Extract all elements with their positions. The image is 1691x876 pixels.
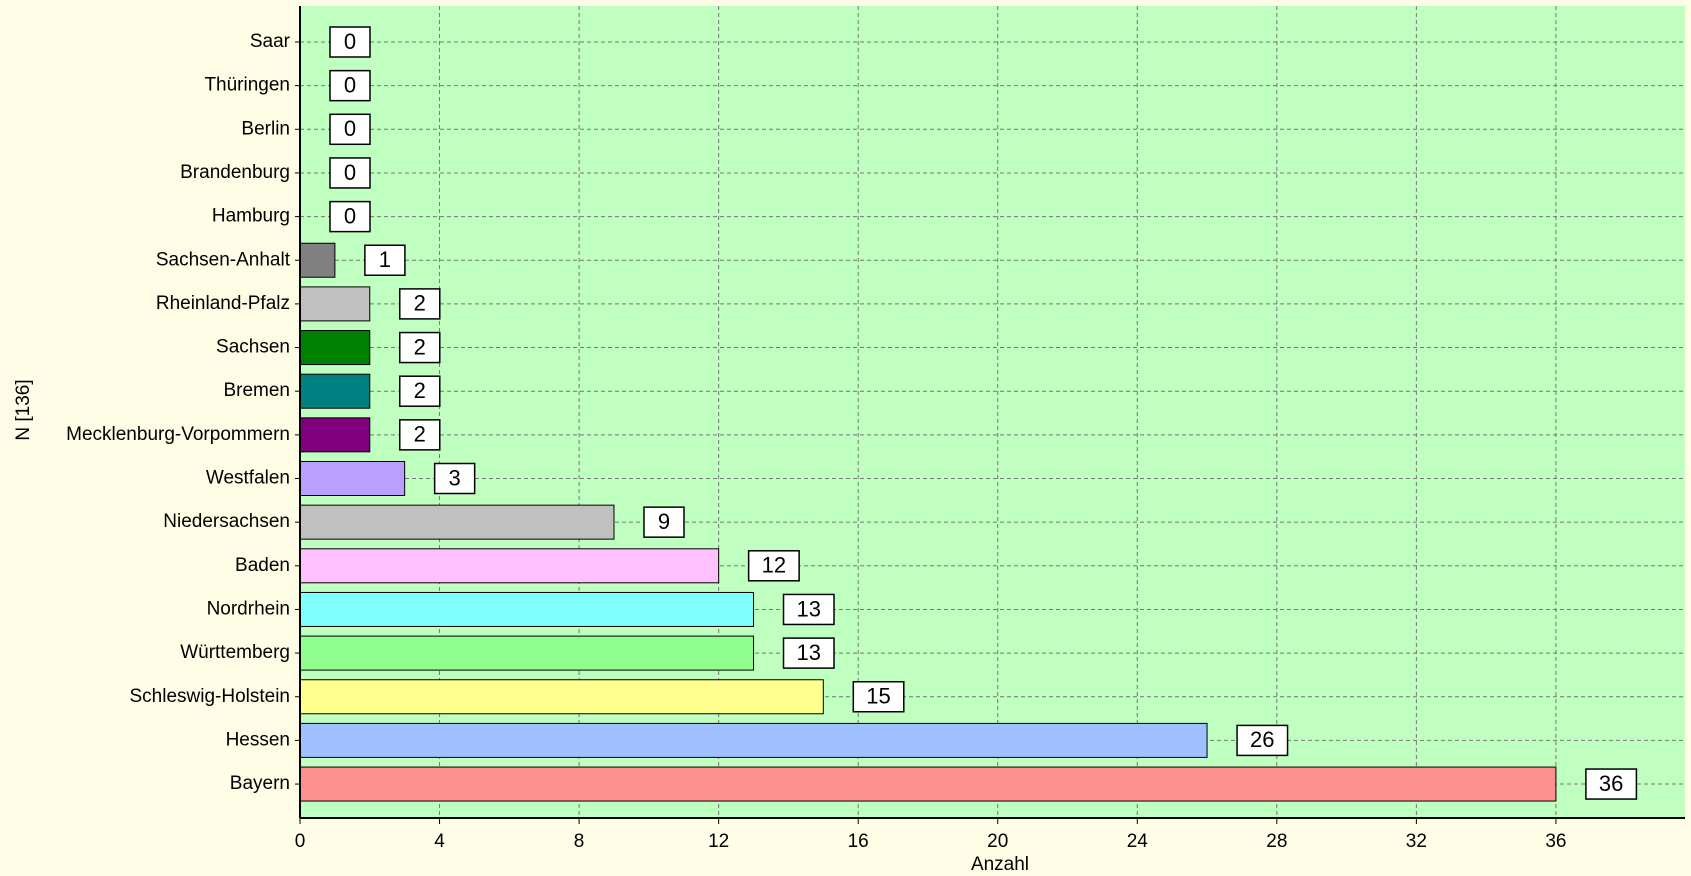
y-tick-label: Hessen: [226, 729, 290, 750]
x-tick-label: 12: [708, 831, 729, 852]
value-label-box: [782, 637, 835, 669]
value-label: 1: [379, 247, 391, 272]
y-tick-label: Brandenburg: [180, 162, 290, 183]
value-label: 0: [344, 160, 356, 185]
bar: [299, 591, 755, 627]
y-tick-label: Bremen: [223, 380, 290, 401]
bar: [299, 504, 615, 540]
value-label: 12: [762, 553, 786, 578]
bar: [299, 461, 406, 496]
value-label-box: [329, 69, 371, 102]
y-tick-label: Sachsen-Anhalt: [156, 249, 291, 270]
y-tick-label: Mecklenburg-Vorpommern: [66, 424, 290, 445]
value-label: 36: [1599, 771, 1623, 796]
bar: [299, 373, 371, 409]
x-tick-label: 36: [1545, 831, 1566, 852]
value-label-box: [329, 113, 371, 146]
y-tick-label: Saar: [250, 31, 291, 52]
value-label: 26: [1250, 727, 1274, 752]
value-label-box: [399, 375, 441, 407]
y-tick-label: Nordrhein: [207, 598, 290, 619]
y-tick-label: Niedersachsen: [163, 511, 290, 532]
bar: [299, 242, 336, 278]
y-tick-label: Berlin: [241, 118, 290, 139]
value-label: 2: [414, 334, 426, 359]
bar: [299, 330, 371, 366]
bar: [299, 548, 720, 584]
bar: [299, 766, 1557, 802]
value-label: 9: [658, 509, 670, 534]
value-label: 2: [414, 422, 426, 447]
value-label-box: [399, 331, 441, 364]
x-tick-label: 32: [1406, 831, 1427, 852]
y-tick-label: Württemberg: [180, 642, 290, 663]
value-label: 0: [344, 203, 356, 228]
bar: [299, 635, 755, 671]
y-tick-label: Sachsen: [216, 337, 290, 358]
value-label: 15: [866, 684, 890, 709]
value-label-box: [1236, 724, 1289, 757]
value-label: 3: [449, 465, 461, 490]
value-label: 0: [344, 116, 356, 141]
y-tick-label: Baden: [235, 555, 290, 576]
x-tick-label: 28: [1266, 831, 1287, 852]
value-label-box: [747, 550, 800, 582]
value-label-box: [364, 244, 406, 276]
y-tick-label: Schleswig-Holstein: [129, 686, 290, 707]
value-label: 2: [414, 291, 426, 316]
value-label: 0: [344, 72, 356, 97]
value-label-box: [329, 26, 371, 58]
value-label: 13: [797, 640, 821, 665]
y-tick-label: Thüringen: [204, 75, 290, 96]
y-tick-label: Rheinland-Pfalz: [156, 293, 290, 314]
value-label-box: [643, 506, 685, 538]
x-axis-title: Anzahl: [971, 854, 1029, 875]
value-label: 0: [344, 29, 356, 54]
y-axis-title: N [136]: [13, 379, 34, 440]
y-tick-label: Bayern: [230, 773, 290, 794]
bar: [299, 417, 371, 453]
bar: [299, 286, 371, 322]
y-tick-label: Westfalen: [206, 468, 290, 489]
value-label-box: [852, 681, 905, 713]
value-label-box: [399, 419, 441, 451]
x-tick-label: 16: [848, 831, 869, 852]
bar: [299, 679, 824, 715]
value-label: 2: [414, 378, 426, 403]
value-label-box: [433, 462, 476, 495]
value-label-box: [329, 157, 371, 189]
x-tick-label: 0: [295, 831, 306, 852]
x-tick-label: 20: [987, 831, 1008, 852]
x-tick-label: 24: [1127, 831, 1149, 852]
x-tick-label: 4: [434, 831, 445, 852]
x-tick-label: 8: [574, 831, 585, 852]
value-label-box: [782, 593, 835, 626]
value-label-box: [399, 288, 441, 320]
value-label-box: [1585, 768, 1638, 800]
bar: [299, 722, 1208, 758]
value-label-box: [329, 200, 371, 233]
value-label: 13: [797, 596, 821, 621]
y-tick-label: Hamburg: [212, 206, 290, 227]
